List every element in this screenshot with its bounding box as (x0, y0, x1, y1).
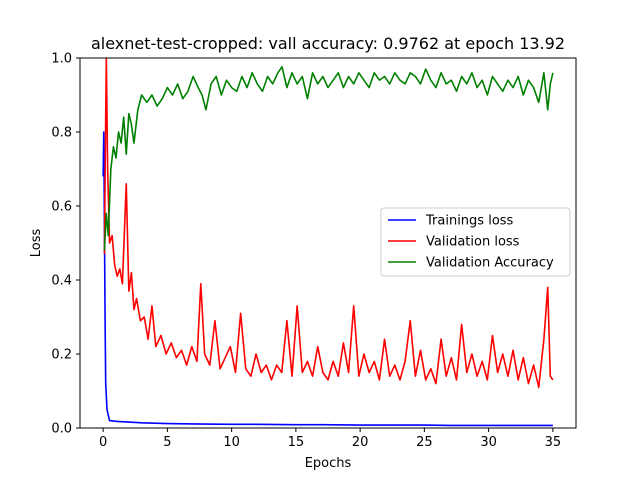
series-line-2 (103, 66, 554, 251)
y-axis: 0.0 0.2 0.4 0.6 0.8 1.0 (51, 52, 80, 437)
y-tick-label: 0.4 (51, 274, 72, 289)
legend-label-1: Validation loss (426, 235, 520, 250)
legend: Trainings loss Validation loss Validation … (380, 207, 571, 277)
legend-label-2: Validation Accuracy (426, 256, 554, 271)
legend-label-0: Trainings loss (425, 214, 514, 229)
x-tick-label: 0 (99, 435, 107, 450)
x-tick-label: 30 (480, 435, 497, 450)
series-line-0 (102, 131, 553, 427)
y-tick-label: 1.0 (51, 52, 72, 67)
plot-frame (79, 57, 577, 429)
legend-box (380, 207, 571, 277)
y-tick-label: 0.6 (51, 200, 72, 215)
x-tick-label: 35 (545, 435, 562, 450)
chart-title: alexnet-test-cropped: vall accuracy: 0.9… (91, 34, 565, 53)
series-layer (102, 57, 554, 427)
x-tick-label: 25 (416, 435, 433, 450)
x-tick-label: 15 (288, 435, 305, 450)
series-line-1 (103, 57, 554, 389)
y-tick-label: 0.8 (51, 126, 72, 141)
x-tick-label: 5 (163, 435, 171, 450)
x-axis: 0 5 10 15 20 25 30 35 (99, 428, 561, 450)
y-axis-label: Loss (29, 229, 44, 258)
x-tick-label: 20 (352, 435, 369, 450)
y-tick-label: 0.2 (51, 348, 72, 363)
x-tick-label: 10 (223, 435, 240, 450)
y-tick-label: 0.0 (51, 422, 72, 437)
x-axis-label: Epochs (305, 456, 352, 471)
